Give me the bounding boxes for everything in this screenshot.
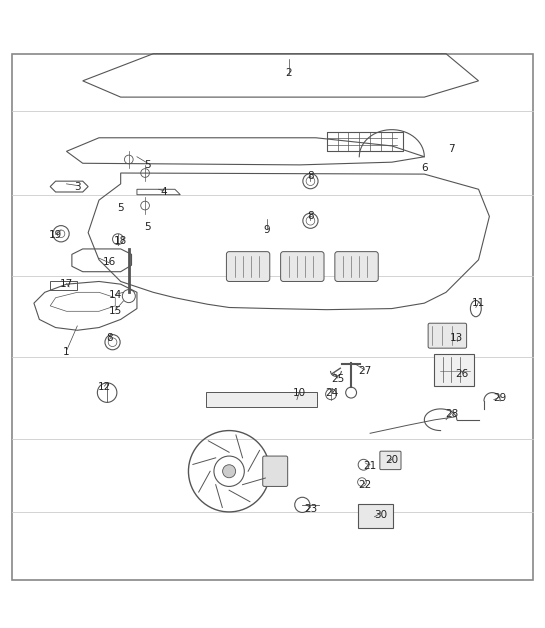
Text: 23: 23 (304, 504, 317, 514)
Text: 30: 30 (374, 510, 387, 519)
Text: 27: 27 (358, 366, 371, 376)
FancyBboxPatch shape (434, 354, 474, 386)
Text: 13: 13 (450, 333, 463, 344)
Text: 3: 3 (74, 181, 81, 192)
Text: 8: 8 (307, 171, 314, 181)
Text: 1: 1 (63, 347, 70, 357)
Text: 26: 26 (456, 369, 469, 379)
Text: 20: 20 (385, 455, 398, 465)
Text: 11: 11 (472, 298, 485, 308)
Text: 22: 22 (358, 480, 371, 490)
Text: 15: 15 (108, 306, 122, 317)
Text: 10: 10 (293, 387, 306, 398)
FancyBboxPatch shape (380, 451, 401, 470)
Text: 7: 7 (448, 144, 455, 154)
Text: 2: 2 (286, 68, 292, 78)
Text: 4: 4 (161, 187, 167, 197)
FancyBboxPatch shape (263, 456, 288, 487)
Text: 8: 8 (106, 333, 113, 344)
Text: 25: 25 (331, 374, 344, 384)
Text: 28: 28 (445, 409, 458, 420)
Text: 8: 8 (307, 212, 314, 222)
Circle shape (222, 465, 235, 478)
FancyBboxPatch shape (428, 323, 467, 348)
Text: 5: 5 (117, 203, 124, 214)
Text: 9: 9 (264, 225, 270, 235)
Text: 21: 21 (364, 461, 377, 471)
Text: 12: 12 (98, 382, 111, 392)
Text: 5: 5 (144, 160, 151, 170)
FancyBboxPatch shape (226, 252, 270, 281)
Text: 16: 16 (103, 257, 117, 268)
FancyBboxPatch shape (335, 252, 378, 281)
Text: 18: 18 (114, 236, 128, 246)
Text: 14: 14 (108, 290, 122, 300)
Text: 17: 17 (60, 279, 73, 289)
Text: 6: 6 (421, 163, 428, 173)
Text: 5: 5 (144, 222, 151, 232)
Text: 29: 29 (494, 393, 507, 403)
FancyBboxPatch shape (358, 504, 393, 528)
Text: 19: 19 (49, 230, 62, 241)
FancyBboxPatch shape (281, 252, 324, 281)
Text: 24: 24 (325, 387, 339, 398)
FancyBboxPatch shape (207, 391, 317, 408)
